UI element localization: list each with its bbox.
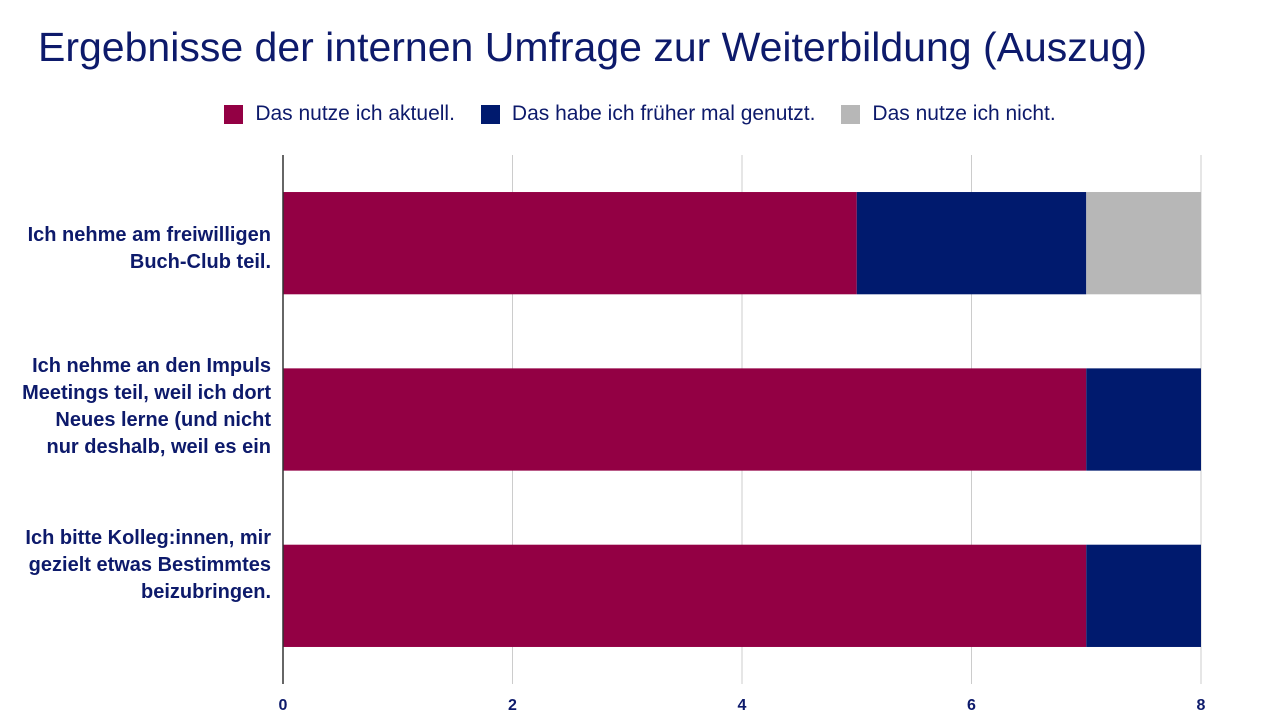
bar-segment — [283, 368, 1087, 471]
bar-segment — [283, 544, 1087, 647]
x-tick-label: 4 — [738, 697, 747, 714]
category-label-book-club: Ich nehme am freiwilligen Buch-Club teil… — [20, 222, 271, 276]
category-label-text: Ich nehme an den Impuls Meetings teil, w… — [22, 355, 271, 458]
x-tick-label: 0 — [279, 697, 288, 714]
bar-segment — [1086, 544, 1201, 647]
bar-segment — [1086, 368, 1201, 471]
category-label-impuls-meetings: Ich nehme an den Impuls Meetings teil, w… — [20, 353, 271, 461]
category-label-text: Ich bitte Kolleg:innen, mir gezielt etwa… — [25, 527, 271, 603]
bar-segment — [856, 192, 1087, 295]
bar-segment — [1086, 192, 1201, 295]
legend-label-never: Das nutze ich nicht. — [872, 102, 1056, 125]
legend-swatch-never — [841, 104, 861, 124]
legend-item-past: Das habe ich früher mal genutzt. — [480, 102, 816, 126]
chart-title: Ergebnisse der internen Umfrage zur Weit… — [38, 24, 1148, 70]
legend-label-past: Das habe ich früher mal genutzt. — [511, 102, 816, 125]
category-label-text: Ich nehme am freiwilligen Buch-Club teil… — [27, 224, 271, 273]
legend-swatch-past — [480, 104, 500, 124]
x-tick-label: 8 — [1197, 697, 1206, 714]
legend-label-current: Das nutze ich aktuell. — [255, 102, 455, 125]
x-tick-label: 2 — [508, 697, 517, 714]
legend: Das nutze ich aktuell. Das habe ich früh… — [0, 102, 1280, 126]
legend-item-never: Das nutze ich nicht. — [841, 102, 1056, 126]
x-tick-label: 6 — [967, 697, 976, 714]
category-label-colleagues: Ich bitte Kolleg:innen, mir gezielt etwa… — [20, 525, 271, 606]
legend-swatch-current — [224, 104, 244, 124]
bar-segment — [283, 192, 857, 295]
legend-item-current: Das nutze ich aktuell. — [224, 102, 455, 126]
